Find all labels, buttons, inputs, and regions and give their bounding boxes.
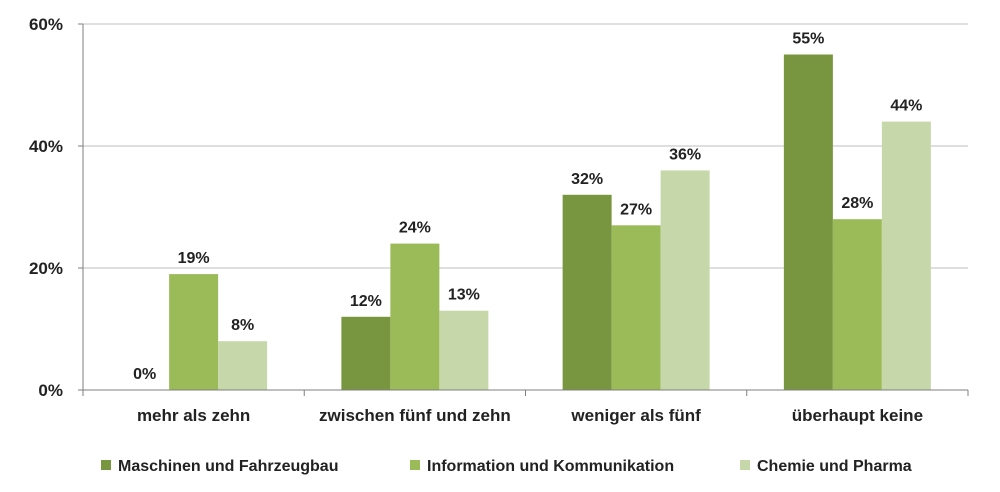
data-label: 55% <box>792 31 824 48</box>
bar <box>390 243 440 390</box>
legend: Maschinen und Fahrzeugbau Information und… <box>101 458 912 475</box>
data-label: 27% <box>620 201 652 218</box>
data-label: 13% <box>448 287 480 304</box>
legend-label: Maschinen und Fahrzeugbau <box>118 458 338 475</box>
axes <box>78 23 969 396</box>
x-tick-label: zwischen fünf und zehn <box>319 406 511 425</box>
data-label: 44% <box>890 98 922 115</box>
bar <box>660 170 710 390</box>
bars <box>169 54 931 390</box>
x-tick-label: mehr als zehn <box>137 406 250 425</box>
y-tick-label: 0% <box>38 381 63 400</box>
bar <box>783 54 833 390</box>
data-label: 36% <box>669 146 701 163</box>
data-label: 19% <box>178 250 210 267</box>
data-label: 8% <box>231 317 254 334</box>
bar <box>169 274 219 390</box>
x-tick-label: weniger als fünf <box>570 406 701 425</box>
bar <box>562 194 612 390</box>
y-tick-label: 60% <box>29 15 63 34</box>
data-labels: 0% 12% 32% 55% 19% 24% 27% 28% 8% 13% 36% 44% <box>133 31 922 384</box>
legend-label: Information und Kommunikation <box>427 458 674 475</box>
legend-swatch <box>101 460 111 470</box>
x-tick-label: überhaupt keine <box>792 406 923 425</box>
data-label: 24% <box>399 220 431 237</box>
bar <box>832 219 882 390</box>
y-axis-ticks: 0% 20% 40% 60% <box>29 15 63 400</box>
y-tick-label: 20% <box>29 259 63 278</box>
legend-swatch <box>740 460 750 470</box>
category-labels: mehr als zehn zwischen fünf und zehn wenig… <box>137 406 923 425</box>
bar <box>611 225 661 390</box>
data-label: 28% <box>841 195 873 212</box>
bar <box>881 121 931 390</box>
legend-swatch <box>410 460 420 470</box>
bar <box>341 316 391 390</box>
data-label: 0% <box>133 366 156 383</box>
bar <box>439 310 489 390</box>
bar <box>218 341 268 390</box>
legend-label: Chemie und Pharma <box>757 458 912 475</box>
data-label: 32% <box>571 171 603 188</box>
y-tick-label: 40% <box>29 137 63 156</box>
data-label: 12% <box>350 293 382 310</box>
